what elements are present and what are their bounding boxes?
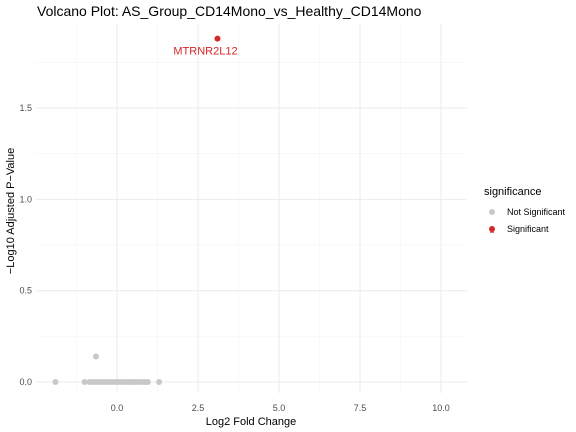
legend-key-not-significant <box>489 209 495 215</box>
x-axis-ticks: 0.0 2.5 5.0 7.5 10.0 <box>111 403 450 413</box>
point-not-significant <box>144 379 151 386</box>
legend-label-not-significant: Not Significant <box>507 207 566 217</box>
y-tick-label: 0.0 <box>19 377 32 387</box>
point-not-significant <box>81 379 88 386</box>
legend-label-significant: Significant <box>507 224 549 234</box>
x-tick-label: 10.0 <box>432 403 450 413</box>
point-not-significant <box>52 379 59 386</box>
y-axis-ticks: 0.0 0.5 1.0 1.5 <box>19 103 32 387</box>
legend-key-significant <box>489 226 495 232</box>
point-label: MTRNR2L12 <box>173 46 237 58</box>
data-points <box>52 35 221 386</box>
point-not-significant <box>156 379 163 386</box>
y-tick-label: 0.5 <box>19 286 32 296</box>
grid <box>36 24 467 393</box>
x-tick-label: 2.5 <box>192 403 205 413</box>
x-axis-title: Log2 Fold Change <box>206 416 297 428</box>
x-tick-label: 5.0 <box>273 403 286 413</box>
point-significant <box>214 35 221 42</box>
legend-key-significant-text: a <box>490 228 494 235</box>
legend: significance Not Significant a Significa… <box>484 186 566 235</box>
point-not-significant <box>92 353 99 360</box>
x-tick-label: 7.5 <box>354 403 367 413</box>
legend-title: significance <box>484 186 541 198</box>
y-tick-label: 1.5 <box>19 103 32 113</box>
chart-title: Volcano Plot: AS_Group_CD14Mono_vs_Healt… <box>37 3 422 19</box>
y-axis-title: −Log10 Adjusted P−Value <box>5 148 17 274</box>
point-labels: MTRNR2L12 <box>173 46 237 58</box>
y-tick-label: 1.0 <box>19 194 32 204</box>
x-tick-label: 0.0 <box>111 403 124 413</box>
